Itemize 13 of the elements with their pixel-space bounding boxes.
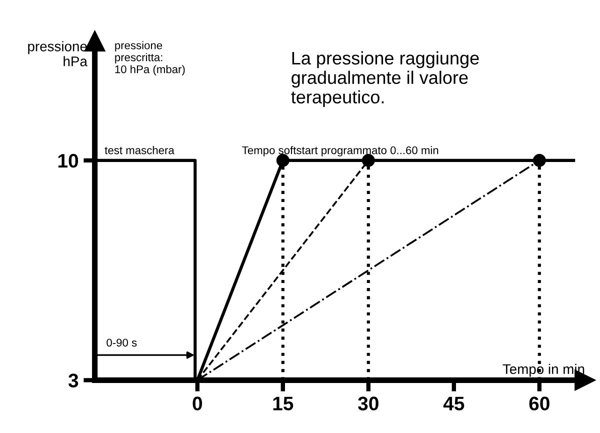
- x-tick-label: 60: [529, 396, 550, 410]
- annotation: pressione prescritta: 10 hPa (mbar): [115, 41, 185, 76]
- annotation: Tempo softstart programmato 0...60 min: [242, 146, 438, 156]
- y-axis-title: pressione hPa: [28, 41, 88, 66]
- annotation: test maschera: [104, 146, 174, 154]
- y-tick-label: 10: [58, 154, 78, 168]
- x-tick-label: 45: [443, 396, 464, 410]
- annotation: La pressione raggiunge gradualmente il valore terapeutico.: [291, 51, 479, 108]
- x-tick-label: 30: [358, 396, 378, 410]
- x-tick-label: 0: [192, 396, 202, 410]
- annotation: 0-90 s: [106, 338, 137, 347]
- x-tick-label: 15: [273, 396, 294, 410]
- y-tick-label: 3: [68, 374, 78, 388]
